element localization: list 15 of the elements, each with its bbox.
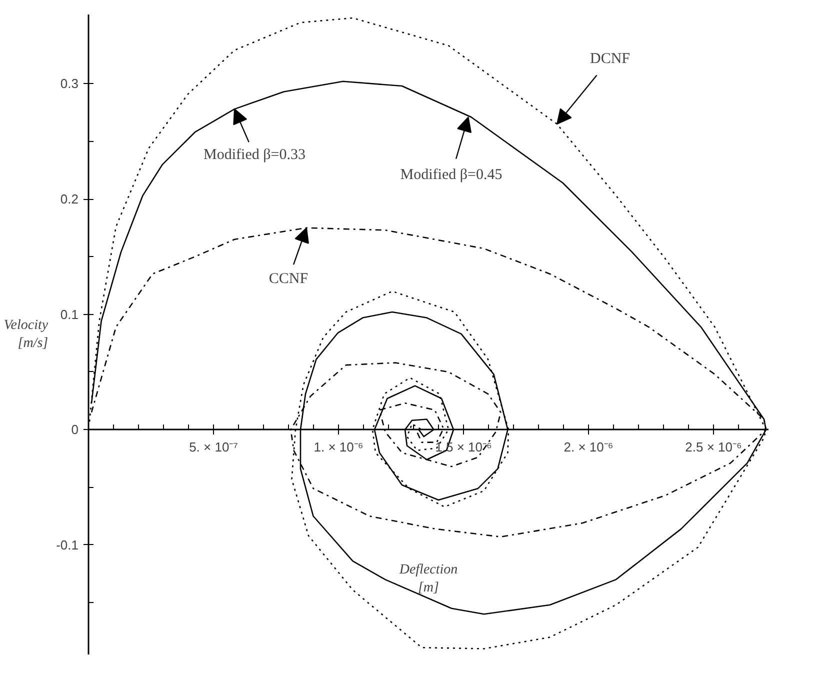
x-tick-label: 2.5 × 10⁻⁶ xyxy=(685,440,742,455)
x-tick-label: 2. × 10⁻⁶ xyxy=(564,440,614,455)
y-tick-label: 0.2 xyxy=(60,192,79,207)
annotation: CCNF xyxy=(268,270,308,287)
annotation: Modified β=0.45 xyxy=(400,167,502,184)
x-axis-title: Deflection [m] xyxy=(398,562,458,596)
y-axis-title: Velocity [m/s] xyxy=(4,318,49,351)
annotation: Modified β=0.33 xyxy=(204,147,306,164)
y-tick-label: 0.1 xyxy=(60,306,79,322)
y-tick-label: -0.1 xyxy=(56,537,79,552)
y-tick-label: 0 xyxy=(71,422,79,438)
x-tick-label: 1. × 10⁻⁶ xyxy=(314,440,364,455)
x-tick-label: 5. × 10⁻⁷ xyxy=(189,440,238,455)
annotation: DCNF xyxy=(590,51,630,68)
y-tick-label: 0.3 xyxy=(60,76,79,92)
